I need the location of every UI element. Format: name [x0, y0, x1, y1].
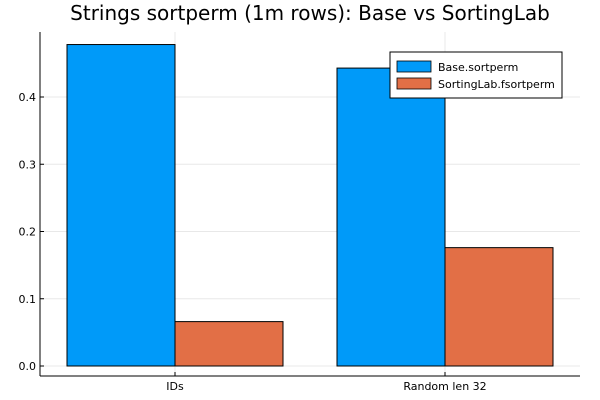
axes: 0.0 0.1 0.2 0.3 0.4 IDs Random len 32: [19, 32, 580, 393]
y-tick-label: 0.3: [19, 158, 37, 171]
x-tick-label: Random len 32: [403, 380, 486, 393]
legend-label: Base.sortperm: [438, 61, 518, 74]
legend-swatch: [396, 77, 432, 90]
y-tick-label: 0.1: [19, 293, 37, 306]
bar-sortinglab-fsortperm-random-len-32: [444, 247, 554, 367]
bars: [66, 44, 554, 367]
y-tick-label: 0.2: [19, 226, 37, 239]
y-tick-label: 0.0: [19, 360, 37, 373]
bar-base-sortperm-random-len-32: [336, 67, 446, 367]
legend-box: [389, 51, 563, 99]
x-tick-label: IDs: [166, 380, 184, 393]
legend-label: SortingLab.fsortperm: [438, 78, 555, 91]
legend: Base.sortperm SortingLab.fsortperm: [389, 51, 563, 99]
bar-sortinglab-fsortperm-ids: [174, 321, 284, 367]
bar-base-sortperm-ids: [66, 44, 176, 367]
y-tick-label: 0.4: [19, 91, 37, 104]
legend-swatch: [396, 60, 432, 73]
chart-title: Strings sortperm (1m rows): Base vs Sort…: [70, 1, 550, 25]
